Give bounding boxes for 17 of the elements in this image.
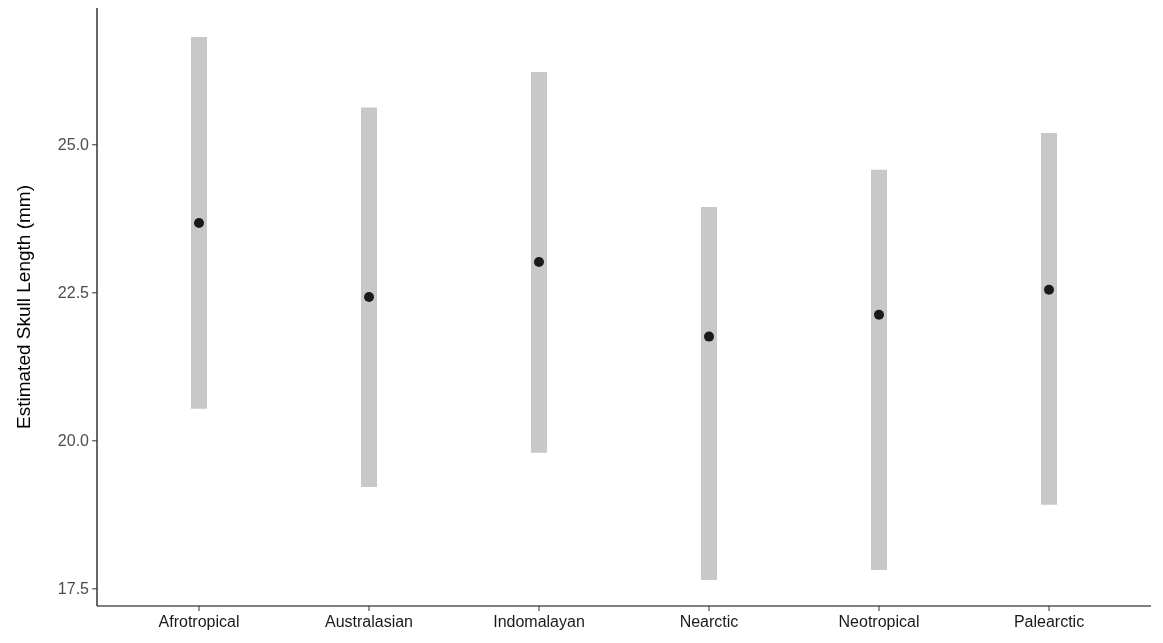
point [874, 309, 884, 320]
x-tick-label: Indomalayan [493, 613, 585, 630]
point [194, 217, 204, 228]
y-tick-label: 17.5 [57, 580, 90, 598]
y-axis-title: Estimated Skull Length (mm) [13, 185, 34, 429]
x-tick-label: Australasian [324, 613, 414, 630]
x-tick-label: Nearctic [679, 613, 739, 630]
point [534, 257, 544, 267]
x-tick-label: Palearctic [1013, 613, 1085, 630]
y-tick-label: 25.0 [57, 136, 90, 154]
point [364, 291, 374, 302]
x-tick-label: Neotropical [838, 613, 920, 630]
point [1044, 284, 1054, 295]
y-tick-label: 20.0 [57, 432, 90, 450]
y-tick-label: 22.5 [57, 284, 90, 302]
x-tick-label: Afrotropical [158, 613, 240, 630]
point [704, 331, 714, 342]
